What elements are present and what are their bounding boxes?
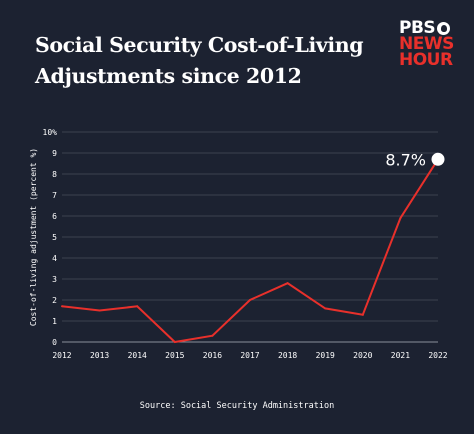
data-point [136, 305, 139, 308]
title-line-2: Adjustments since 2012 [35, 64, 302, 88]
x-tick-label: 2016 [203, 351, 222, 360]
y-tick-label: 7 [52, 191, 57, 200]
source-note: Source: Social Security Administration [139, 401, 335, 411]
pbs-newshour-logo: PBS NEWS HOUR [399, 18, 459, 70]
y-tick-label: 0 [52, 338, 57, 347]
data-point [211, 334, 214, 337]
y-tick-label: 2 [52, 296, 57, 305]
pbs-head-icon [437, 21, 451, 35]
y-tick-label: 1 [52, 317, 57, 326]
y-tick-label: 5 [52, 233, 57, 242]
data-point [361, 313, 364, 316]
x-tick-label: 2021 [391, 351, 410, 360]
y-tick-labels: 0 1 2 3 4 5 6 7 8 9 10% [43, 128, 58, 347]
y-tick-label: 9 [52, 149, 57, 158]
x-tick-label: 2012 [52, 351, 71, 360]
x-tick-label: 2015 [165, 351, 184, 360]
y-axis-label: Cost-of-living adjustment (percent %) [29, 148, 38, 326]
x-tick-label: 2013 [90, 351, 109, 360]
logo-line-2: NEWS [399, 34, 454, 54]
x-tick-label: 2022 [428, 351, 447, 360]
data-point [249, 299, 251, 301]
data-point [173, 341, 176, 343]
y-tick-label: 4 [52, 254, 57, 263]
x-tick-label: 2014 [128, 351, 147, 360]
title-line-1: Social Security Cost-of-Living [35, 33, 364, 57]
x-tick-label: 2019 [316, 351, 335, 360]
data-point [324, 307, 327, 310]
data-point [98, 309, 101, 312]
logo-line-3: HOUR [399, 50, 453, 70]
series-line [61, 158, 439, 344]
y-tick-label: 10% [43, 128, 58, 137]
logo-line-1: PBS [399, 18, 436, 38]
grid-lines [62, 131, 438, 343]
x-tick-label: 2020 [353, 351, 372, 360]
x-tick-label: 2017 [240, 351, 259, 360]
annotation-point [431, 152, 445, 166]
y-tick-label: 8 [52, 170, 57, 179]
data-point [286, 282, 289, 285]
data-point [61, 305, 63, 308]
chart-title: Social Security Cost-of-Living Adjustmen… [35, 30, 365, 92]
annotation-label: 8.7% [385, 150, 426, 169]
y-tick-label: 3 [52, 275, 57, 284]
data-points [61, 158, 439, 343]
x-tick-labels: 2012 2013 2014 2015 2016 2017 2018 2019 2020 2021… [52, 351, 447, 360]
data-point [399, 217, 402, 220]
x-tick-label: 2018 [278, 351, 297, 360]
y-tick-label: 6 [52, 212, 57, 221]
